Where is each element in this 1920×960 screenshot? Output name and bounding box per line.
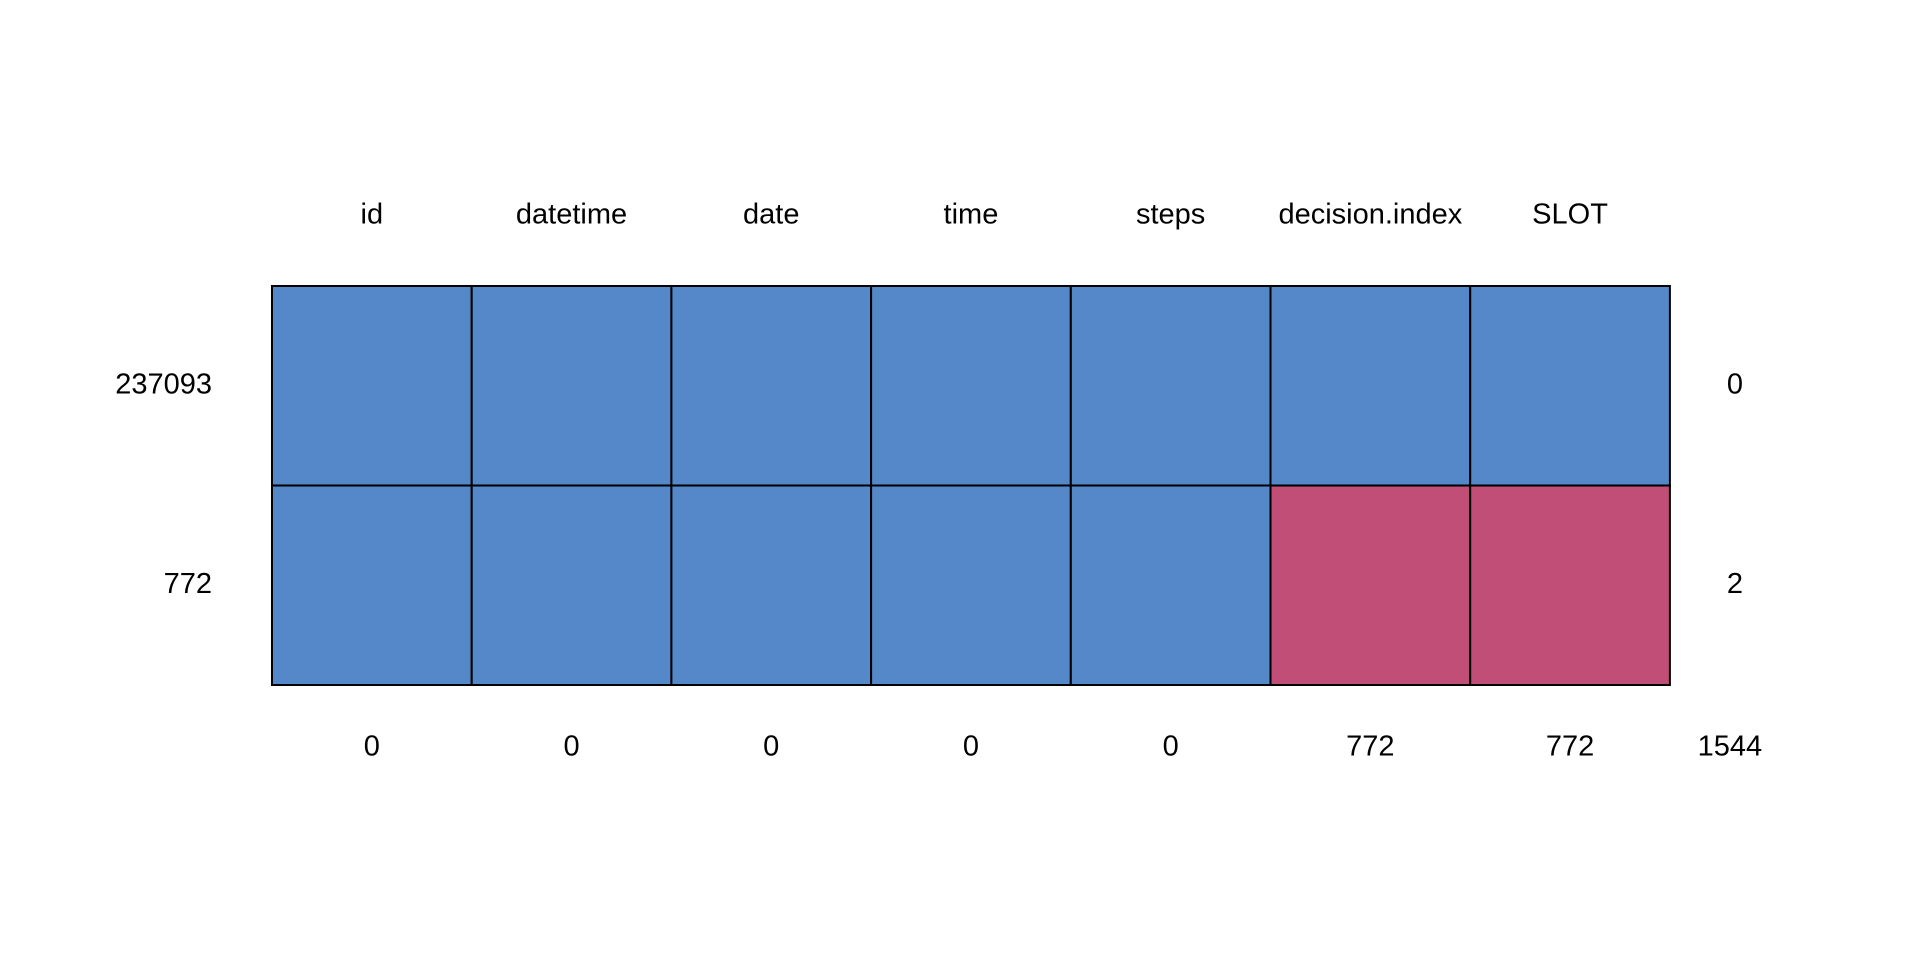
column-total-label: 0 [1163, 731, 1179, 763]
row-missing-label: 2 [1727, 568, 1743, 600]
column-total-label: 772 [1346, 731, 1394, 763]
column-header: datetime [516, 199, 627, 231]
column-total-label: 0 [364, 731, 380, 763]
row-count-label: 772 [164, 568, 212, 600]
column-total-label: 0 [763, 731, 779, 763]
pattern-cell-r0-time [870, 285, 1072, 487]
pattern-cell-r1-id [271, 484, 473, 686]
column-header: steps [1136, 199, 1205, 231]
row-count-label: 237093 [115, 368, 212, 400]
total-missing-label: 1544 [1698, 731, 1763, 763]
column-total-label: 772 [1546, 731, 1594, 763]
row-count-labels: 237093 772 [115, 368, 212, 600]
pattern-cell-r0-datetime [470, 285, 673, 487]
column-header: date [743, 199, 799, 231]
pattern-cell-r1-decision-index [1269, 484, 1472, 686]
pattern-cell-r1-steps [1069, 484, 1272, 686]
column-total-label: 0 [963, 731, 979, 763]
column-total-labels: 0 0 0 0 0 772 772 [364, 731, 1594, 763]
column-header: time [944, 199, 999, 231]
pattern-cell-r1-time [870, 484, 1072, 686]
pattern-grid [271, 285, 1671, 686]
pattern-cell-r0-decision-index [1269, 285, 1472, 487]
column-headers: id datetime date time steps decision.index SLO… [361, 199, 1609, 231]
pattern-cell-r0-steps [1069, 285, 1272, 487]
column-header: id [361, 199, 384, 231]
pattern-cell-r1-datetime [470, 484, 673, 686]
pattern-cell-r0-date [670, 285, 873, 487]
pattern-cell-r0-slot [1469, 285, 1671, 487]
column-header: decision.index [1278, 199, 1462, 231]
column-total-label: 0 [563, 731, 579, 763]
pattern-cell-r0-id [271, 285, 473, 487]
row-missing-labels: 02 [1727, 368, 1743, 600]
column-header: SLOT [1532, 199, 1608, 231]
pattern-cell-r1-slot [1469, 484, 1671, 686]
row-missing-label: 0 [1727, 368, 1743, 400]
pattern-cell-r1-date [670, 484, 873, 686]
